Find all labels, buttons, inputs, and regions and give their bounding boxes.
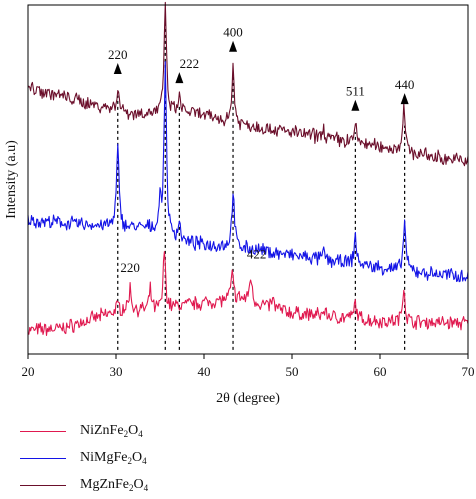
x-axis-label: 2θ (degree) — [216, 391, 280, 406]
peak-label: 422 — [247, 246, 267, 261]
series-line-2 — [27, 1, 469, 167]
peak-arrow — [229, 40, 238, 52]
peak-label: 511 — [346, 84, 365, 99]
peak-arrow — [400, 93, 409, 105]
peak-arrow — [113, 63, 122, 75]
x-tick-label: 30 — [110, 364, 123, 379]
x-tick-label: 50 — [286, 364, 299, 379]
legend-swatch-nizn — [20, 430, 66, 432]
x-tick-label: 20 — [22, 364, 35, 379]
legend-swatch-nimg — [20, 457, 66, 459]
plot-frame — [27, 4, 469, 355]
series-line-1 — [27, 61, 469, 283]
peak-arrow — [175, 72, 184, 84]
peak-label: 400 — [223, 25, 243, 40]
legend-swatch-mgzn — [20, 484, 66, 486]
x-tick-label: 40 — [198, 364, 211, 379]
peak-label: 440 — [395, 77, 415, 92]
series-line-0 — [27, 251, 469, 336]
y-axis-label: Intensity (a.u) — [4, 140, 19, 219]
series-group — [27, 1, 469, 336]
peak-arrow — [351, 99, 360, 111]
x-tick-label: 60 — [374, 364, 387, 379]
x-tick-label: 70 — [462, 364, 475, 379]
legend-item-nimg: NiMgFe2O4 — [20, 445, 320, 471]
reference-lines — [117, 13, 406, 350]
x-axis-ticks: 20 30 40 50 60 70 — [22, 354, 475, 379]
peak-annotations: 311220222400511440220422 — [108, 25, 415, 275]
legend-item-mgzn: MgZnFe2O4 — [20, 472, 320, 498]
peak-label: 220 — [120, 260, 140, 275]
legend: NiZnFe2O4 NiMgFe2O4 MgZnFe2O4 — [20, 418, 320, 499]
legend-label-mgzn: MgZnFe2O4 — [80, 477, 149, 493]
legend-label-nizn: NiZnFe2O4 — [80, 423, 143, 439]
peak-label: 220 — [108, 47, 128, 62]
legend-item-nizn: NiZnFe2O4 — [20, 418, 320, 444]
legend-label-nimg: NiMgFe2O4 — [80, 450, 147, 466]
peak-label: 222 — [180, 56, 200, 71]
